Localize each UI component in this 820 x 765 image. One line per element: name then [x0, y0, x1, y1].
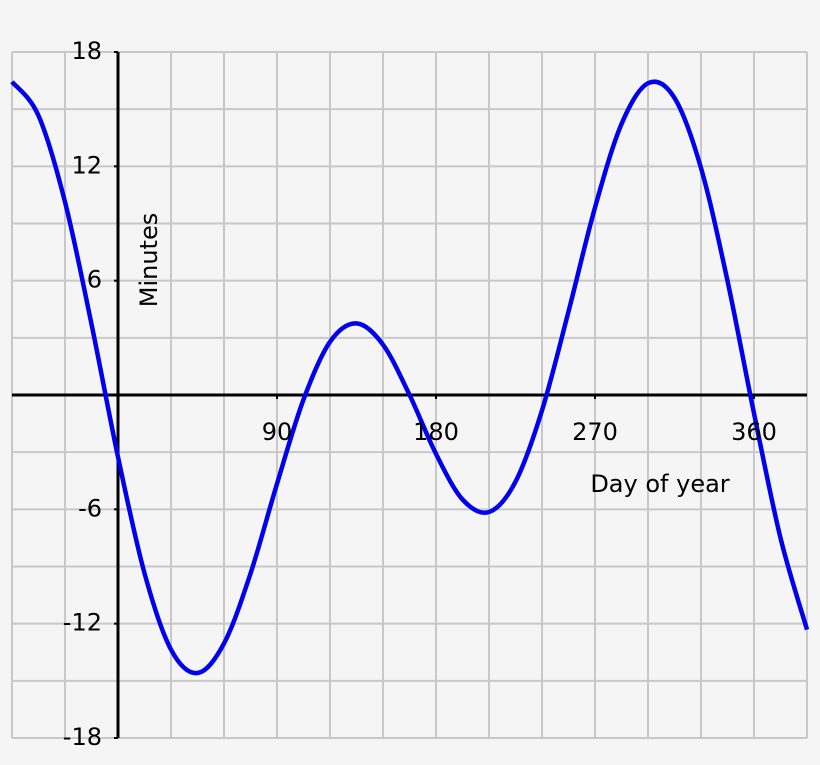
y-tick-label: 18 [71, 37, 102, 65]
y-tick-label: -12 [63, 609, 102, 637]
x-tick-label: 180 [413, 418, 459, 446]
labels: Minutes Day of year 18 12 6 -6 -12 -18 90 180 27… [63, 37, 777, 751]
y-tick-label: 6 [87, 266, 102, 294]
y-tick-label: -6 [78, 494, 102, 522]
x-axis-label: Day of year [590, 470, 729, 498]
x-tick-label: 270 [572, 418, 618, 446]
x-tick-label: 90 [262, 418, 293, 446]
y-tick-label: -18 [63, 723, 102, 751]
y-tick-label: 12 [71, 151, 102, 179]
x-tick-label: 360 [731, 418, 777, 446]
plot [10, 79, 810, 676]
y-axis-label: Minutes [135, 213, 163, 307]
data-line [10, 79, 810, 676]
